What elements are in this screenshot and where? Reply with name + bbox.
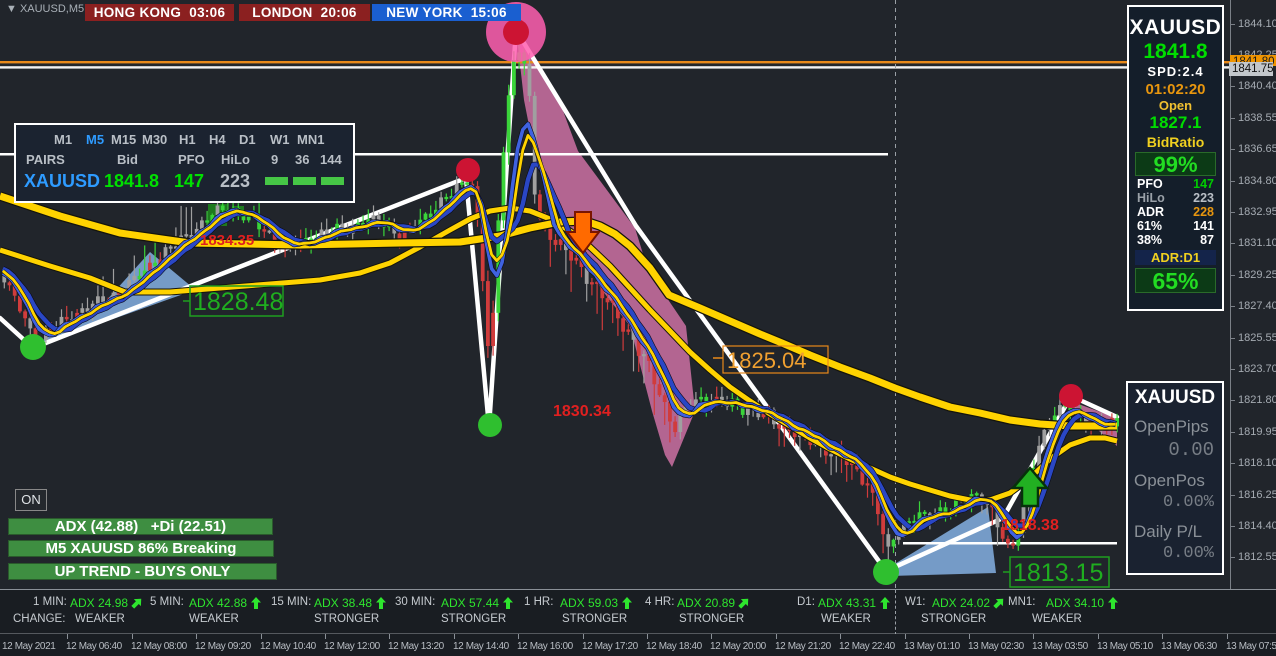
svg-text:1818.38: 1818.38: [1001, 517, 1059, 534]
svg-text:1834.35: 1834.35: [200, 232, 254, 249]
svg-text:1830.34: 1830.34: [553, 403, 611, 420]
svg-text:1825.04: 1825.04: [727, 348, 807, 373]
svg-text:1813.15: 1813.15: [1013, 559, 1103, 587]
svg-text:1828.48: 1828.48: [193, 288, 283, 316]
